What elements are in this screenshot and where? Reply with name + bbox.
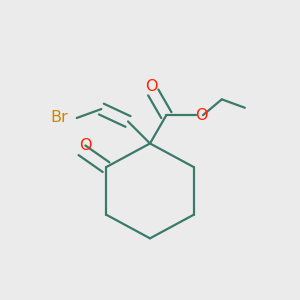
Text: Br: Br <box>51 110 69 125</box>
Text: O: O <box>195 108 208 123</box>
Text: O: O <box>79 138 92 153</box>
Text: O: O <box>146 79 158 94</box>
